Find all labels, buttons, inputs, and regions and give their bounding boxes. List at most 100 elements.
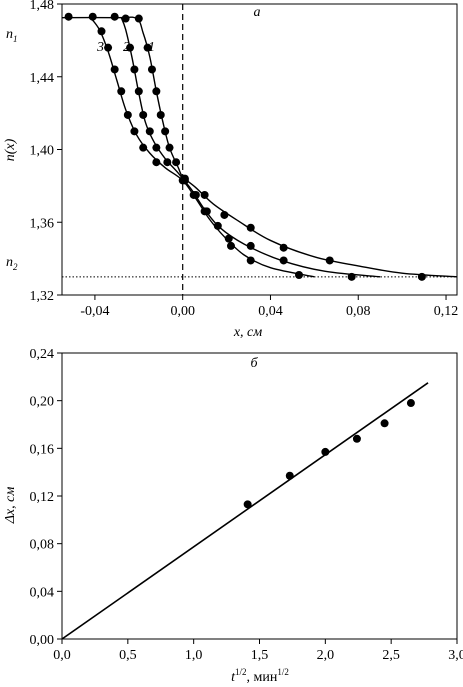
panel-a-reference-lines bbox=[62, 4, 457, 295]
panel-b-point bbox=[321, 447, 330, 456]
series-1-point bbox=[110, 12, 119, 21]
series-1-point bbox=[88, 12, 97, 21]
series-1-curve bbox=[61, 16, 458, 278]
panel-a-x-tick-label: -0,04 bbox=[80, 304, 109, 319]
series-3-point bbox=[200, 207, 209, 216]
series-3-point bbox=[178, 176, 187, 185]
panel-b-y-tick-label: 0,24 bbox=[30, 347, 55, 362]
curve-label-2: 2 bbox=[123, 40, 130, 55]
panel-b-tick-labels: 0,0 0,5 1,0 1,5 2,0 2,5 3,0 0,00 0,04 0,08 0,12 0,1… bbox=[30, 347, 463, 663]
curve-label-1: 1 bbox=[148, 40, 155, 55]
series-1-point bbox=[134, 14, 143, 23]
panel-a-y-tick-label: 1,36 bbox=[30, 216, 55, 231]
panel-b-ticks bbox=[57, 352, 458, 644]
series-2-point bbox=[163, 158, 172, 167]
series-2-point bbox=[224, 234, 233, 243]
panel-a-x-axis-label: x, см bbox=[233, 325, 262, 340]
series-2-point bbox=[139, 110, 148, 119]
series-3-point bbox=[295, 270, 303, 279]
panel-a-n2-label: n2 bbox=[6, 255, 18, 272]
series-1-point bbox=[156, 110, 165, 119]
panel-b-x-tick-label: 2,5 bbox=[382, 648, 400, 663]
series-3-point bbox=[123, 110, 132, 119]
series-2-point bbox=[145, 127, 154, 136]
panel-b-y-axis-label: Δx, см bbox=[3, 487, 18, 525]
series-1-point bbox=[165, 143, 174, 152]
series-3-point bbox=[110, 65, 119, 74]
series-3-point bbox=[97, 27, 106, 36]
panel-a-points bbox=[64, 12, 426, 281]
series-1-point bbox=[246, 223, 255, 232]
panel-a-n1-label: n1 bbox=[6, 27, 18, 44]
panel-b-points bbox=[243, 399, 415, 509]
series-1-point bbox=[147, 65, 156, 74]
panel-b-x-tick-label: 0,0 bbox=[53, 648, 71, 663]
series-3-point bbox=[189, 190, 198, 199]
panel-b-x-tick-label: 3,0 bbox=[448, 648, 463, 663]
series-3-point bbox=[152, 158, 161, 167]
series-1-point bbox=[417, 272, 426, 281]
panel-b-y-tick-label: 0,00 bbox=[30, 633, 55, 648]
series-1-point bbox=[200, 190, 209, 199]
series-1-point bbox=[172, 158, 181, 167]
panel-a-y-tick-label: 1,40 bbox=[30, 144, 55, 159]
panel-a-y-axis-label: n(x) bbox=[3, 138, 18, 161]
panel-a-x-tick-label: 0,12 bbox=[434, 304, 459, 319]
panel-b-point bbox=[352, 434, 361, 443]
series-2-point bbox=[279, 256, 288, 265]
panel-b-x-tick-label: 2,0 bbox=[317, 648, 335, 663]
series-3-point bbox=[117, 87, 126, 96]
panel-b-fit-line bbox=[61, 382, 429, 640]
series-3-point bbox=[130, 127, 139, 136]
panel-b-y-tick-label: 0,04 bbox=[30, 585, 55, 600]
panel-a-y-tick-label: 1,48 bbox=[30, 0, 55, 13]
panel-a-curves bbox=[61, 16, 458, 278]
series-1-point bbox=[325, 256, 334, 265]
panel-b-letter: б bbox=[250, 356, 258, 371]
series-3-point bbox=[213, 221, 222, 230]
panel-a-y-tick-label: 1,32 bbox=[30, 289, 55, 304]
panel-b-point bbox=[243, 500, 252, 509]
panel-b-x-tick-label: 1,0 bbox=[185, 648, 203, 663]
series-2-point bbox=[130, 65, 139, 74]
series-3-point bbox=[226, 241, 235, 250]
series-2-point bbox=[134, 87, 143, 96]
panel-a: -0,04 0,00 0,04 0,08 0,12 1,32 1,36 1,40 1,44 1,4… bbox=[3, 0, 458, 340]
series-3-point bbox=[139, 143, 148, 152]
series-2-point bbox=[347, 272, 356, 281]
panel-b-frame bbox=[61, 352, 458, 640]
panel-b-y-tick-label: 0,20 bbox=[30, 395, 55, 410]
panel-b-point bbox=[380, 419, 389, 428]
series-2-point bbox=[246, 241, 255, 250]
panel-b-x-tick-label: 1,5 bbox=[251, 648, 269, 663]
series-1-point bbox=[143, 43, 152, 52]
panel-a-ticks bbox=[57, 3, 447, 300]
series-2-point bbox=[126, 43, 135, 52]
panel-b-y-tick-label: 0,12 bbox=[30, 490, 55, 505]
series-1-point bbox=[152, 87, 161, 96]
panel-b-y-tick-label: 0,08 bbox=[30, 538, 55, 553]
series-3-point bbox=[104, 43, 113, 52]
panel-b-x-axis-label: t1/2, мин1/2 bbox=[231, 667, 289, 685]
panel-b-point bbox=[285, 471, 294, 480]
series-2-point bbox=[121, 14, 130, 23]
series-1-point bbox=[220, 210, 229, 219]
series-3-point bbox=[246, 256, 255, 265]
series-1-point bbox=[279, 243, 288, 252]
curve-label-3: 3 bbox=[96, 40, 104, 55]
panel-b: 0,0 0,5 1,0 1,5 2,0 2,5 3,0 0,00 0,04 0,08 0,12 0,1… bbox=[3, 347, 463, 685]
panel-a-y-tick-label: 1,44 bbox=[30, 71, 55, 86]
panel-b-x-tick-label: 0,5 bbox=[119, 648, 137, 663]
series-1-point bbox=[64, 12, 73, 21]
panel-a-tick-labels: -0,04 0,00 0,04 0,08 0,12 1,32 1,36 1,40 1,44 1,4… bbox=[30, 0, 459, 319]
series-2-point bbox=[152, 143, 161, 152]
panel-a-letter: а bbox=[254, 5, 261, 20]
series-3-curve bbox=[89, 17, 315, 278]
series-1-point bbox=[161, 127, 170, 136]
panel-a-x-tick-label: 0,04 bbox=[258, 304, 283, 319]
panel-a-x-tick-label: 0,08 bbox=[346, 304, 371, 319]
panel-b-point bbox=[406, 399, 415, 408]
fit-line bbox=[61, 382, 429, 640]
panel-a-x-tick-label: 0,00 bbox=[170, 304, 195, 319]
